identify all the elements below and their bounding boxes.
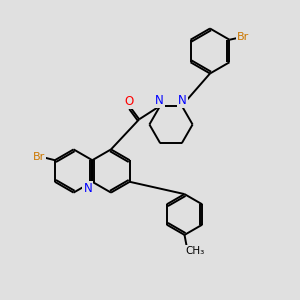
- Text: N: N: [83, 182, 92, 195]
- Text: N: N: [178, 94, 187, 107]
- Text: Br: Br: [237, 32, 249, 42]
- Text: CH₃: CH₃: [186, 245, 205, 256]
- Text: Br: Br: [33, 152, 45, 162]
- Text: O: O: [125, 95, 134, 108]
- Text: N: N: [155, 94, 164, 107]
